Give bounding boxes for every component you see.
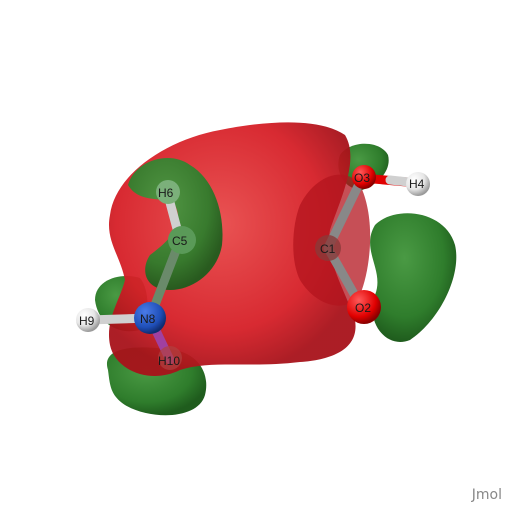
label-C5: C5 <box>172 234 188 248</box>
atom-C1[interactable] <box>315 235 341 261</box>
atom-H10[interactable] <box>158 346 182 370</box>
label-H6: H6 <box>158 186 174 200</box>
atom-H6[interactable] <box>156 180 180 204</box>
atom-H4[interactable] <box>406 172 430 196</box>
label-C1: C1 <box>320 242 336 256</box>
atom-N8[interactable] <box>134 302 166 334</box>
label-O3: O3 <box>354 171 370 185</box>
atom-H9[interactable] <box>76 308 100 332</box>
atom-O3[interactable] <box>352 165 376 189</box>
label-H4: H4 <box>409 177 425 191</box>
label-N8: N8 <box>140 312 156 326</box>
label-O2: O2 <box>355 301 371 315</box>
label-H10: H10 <box>158 354 180 368</box>
atom-O2[interactable] <box>347 290 381 324</box>
orbital-lobe-negative-right <box>370 213 457 342</box>
atom-labels: O3 H4 C1 O2 H6 C5 N8 H9 H10 <box>79 171 425 368</box>
jmol-watermark: Jmol <box>471 487 502 503</box>
atoms <box>76 165 430 370</box>
orbital-lobe-negative-center-left <box>128 157 223 290</box>
atom-C5[interactable] <box>168 226 196 254</box>
label-H9: H9 <box>79 314 95 328</box>
